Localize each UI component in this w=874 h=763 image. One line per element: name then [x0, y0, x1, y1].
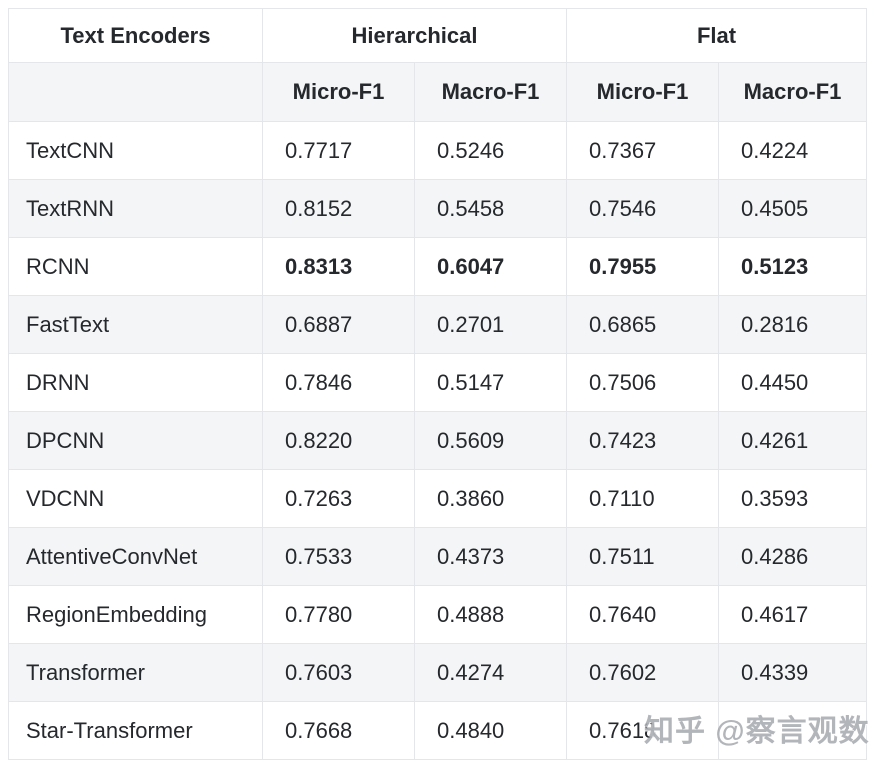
metric-value-cell: 0.7110 [566, 469, 719, 528]
encoder-name-cell: Star-Transformer [8, 701, 263, 760]
metric-value-cell: 0.7506 [566, 353, 719, 412]
metric-value-cell: 0.4224 [718, 121, 867, 180]
metric-value-cell: 0.8313 [262, 237, 415, 296]
metric-value-cell: 0.7602 [566, 643, 719, 702]
encoder-name-cell: VDCNN [8, 469, 263, 528]
metric-value-cell: 0.4617 [718, 585, 867, 644]
results-table: Text Encoders Hierarchical Flat Micro-F1… [8, 8, 867, 760]
table-row: RegionEmbedding 0.7780 0.4888 0.7640 0.4617 [8, 585, 867, 644]
metric-value-cell: 0.7367 [566, 121, 719, 180]
metric-value-cell: 0.4505 [718, 179, 867, 238]
group-header-hierarchical: Hierarchical [262, 8, 567, 63]
metric-value-cell: 0.4888 [414, 585, 567, 644]
metric-value-cell: 0.4286 [718, 527, 867, 586]
sub-header-flat-micro-f1: Micro-F1 [566, 62, 719, 122]
table-row: TextRNN 0.8152 0.5458 0.7546 0.4505 [8, 179, 867, 238]
metric-value-cell: 0.2816 [718, 295, 867, 354]
table-body: TextCNN 0.7717 0.5246 0.7367 0.4224 TextRNN 0.… [8, 121, 867, 760]
metric-value-cell: 0.7640 [566, 585, 719, 644]
table-row: Transformer 0.7603 0.4274 0.7602 0.4339 [8, 643, 867, 702]
metric-value-cell: 0.5609 [414, 411, 567, 470]
metric-value-cell: 0.4840 [414, 701, 567, 760]
metric-value-cell: 0.4261 [718, 411, 867, 470]
table-row: RCNN 0.8313 0.6047 0.7955 0.5123 [8, 237, 867, 296]
metric-value-cell: 0.6865 [566, 295, 719, 354]
metric-value-cell: 0.7511 [566, 527, 719, 586]
encoder-name-cell: DPCNN [8, 411, 263, 470]
sub-header-hier-macro-f1: Macro-F1 [414, 62, 567, 122]
table-row: VDCNN 0.7263 0.3860 0.7110 0.3593 [8, 469, 867, 528]
metric-value-cell: 0.5147 [414, 353, 567, 412]
metric-value-cell: 0.7263 [262, 469, 415, 528]
metric-value-cell: 0.7423 [566, 411, 719, 470]
metric-value-cell: 0.4373 [414, 527, 567, 586]
metric-value-cell: 0.7618 [566, 701, 719, 760]
empty-header-cell [8, 62, 263, 122]
metric-value-cell: 0.7846 [262, 353, 415, 412]
encoder-name-cell: AttentiveConvNet [8, 527, 263, 586]
metric-value-cell: 0.7533 [262, 527, 415, 586]
encoder-name-cell: TextCNN [8, 121, 263, 180]
sub-header-hier-micro-f1: Micro-F1 [262, 62, 415, 122]
metric-value-cell: 0.5123 [718, 237, 867, 296]
metric-value-cell: 0.7955 [566, 237, 719, 296]
metric-value-cell: 0.7668 [262, 701, 415, 760]
metric-value-cell: 0.7780 [262, 585, 415, 644]
metric-value-cell: 0.3593 [718, 469, 867, 528]
metric-value-cell [718, 701, 867, 760]
table-row: DRNN 0.7846 0.5147 0.7506 0.4450 [8, 353, 867, 412]
table-row: DPCNN 0.8220 0.5609 0.7423 0.4261 [8, 411, 867, 470]
table-row: AttentiveConvNet 0.7533 0.4373 0.7511 0.4286 [8, 527, 867, 586]
col-header-text-encoders: Text Encoders [8, 8, 263, 63]
table-row: TextCNN 0.7717 0.5246 0.7367 0.4224 [8, 121, 867, 180]
metric-value-cell: 0.4274 [414, 643, 567, 702]
metric-value-cell: 0.7546 [566, 179, 719, 238]
encoder-name-cell: RCNN [8, 237, 263, 296]
sub-header-flat-macro-f1: Macro-F1 [718, 62, 867, 122]
table-header: Text Encoders Hierarchical Flat Micro-F1… [8, 8, 867, 122]
metric-value-cell: 0.3860 [414, 469, 567, 528]
group-header-row: Text Encoders Hierarchical Flat [8, 8, 867, 63]
encoder-name-cell: Transformer [8, 643, 263, 702]
metric-value-cell: 0.6047 [414, 237, 567, 296]
metric-value-cell: 0.5246 [414, 121, 567, 180]
metric-value-cell: 0.8220 [262, 411, 415, 470]
metric-value-cell: 0.2701 [414, 295, 567, 354]
encoder-name-cell: FastText [8, 295, 263, 354]
sub-header-row: Micro-F1 Macro-F1 Micro-F1 Macro-F1 [8, 62, 867, 122]
encoder-name-cell: TextRNN [8, 179, 263, 238]
metric-value-cell: 0.4450 [718, 353, 867, 412]
metric-value-cell: 0.4339 [718, 643, 867, 702]
table-row: FastText 0.6887 0.2701 0.6865 0.2816 [8, 295, 867, 354]
metric-value-cell: 0.8152 [262, 179, 415, 238]
metric-value-cell: 0.7717 [262, 121, 415, 180]
metric-value-cell: 0.6887 [262, 295, 415, 354]
encoder-name-cell: RegionEmbedding [8, 585, 263, 644]
group-header-flat: Flat [566, 8, 867, 63]
metric-value-cell: 0.5458 [414, 179, 567, 238]
metric-value-cell: 0.7603 [262, 643, 415, 702]
encoder-name-cell: DRNN [8, 353, 263, 412]
table-row: Star-Transformer 0.7668 0.4840 0.7618 [8, 701, 867, 760]
